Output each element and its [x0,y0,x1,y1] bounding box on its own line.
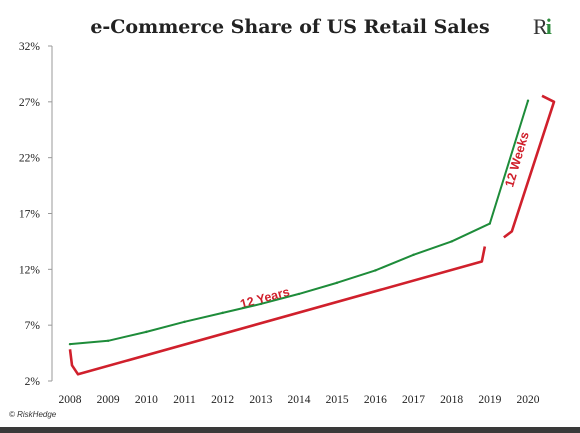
y-tick-label: 22% [19,153,41,165]
data-point [412,253,415,257]
data-point [488,222,492,225]
x-tick-label: 2008 [59,394,82,406]
x-tick-label: 2018 [440,394,463,406]
y-tick-label: 17% [19,209,41,221]
x-tick-label: 2013 [249,394,272,406]
bottom-bar [0,427,580,433]
x-tick-label: 2011 [173,394,196,406]
logo-accent: i [545,14,552,39]
y-tick-label: 27% [19,97,41,109]
x-tick-label: 2010 [135,394,158,406]
x-tick-label: 2017 [402,394,425,406]
data-point [145,330,148,334]
x-tick-label: 2015 [326,394,349,406]
x-tick-label: 2009 [97,394,120,406]
y-tick-label: 12% [19,264,41,276]
series-line [69,100,529,346]
annotation-bracket [68,246,487,376]
data-point [106,339,110,342]
y-tick-label: 7% [25,320,41,332]
data-point [335,281,339,284]
x-tick-label: 2020 [517,394,540,406]
riskhedge-logo: Ri [533,14,552,40]
x-tick-label: 2012 [211,394,234,406]
data-point [297,292,301,296]
axes: 2% 7% 12% 17% 22% 27% 32% 2008 2009 2010 2011 2012 2… [19,41,540,406]
data-point [450,240,453,243]
logo-letter: R [533,14,548,39]
annotation-bracket [503,94,556,239]
y-tick-label: 32% [19,41,41,53]
x-tick-label: 2016 [364,394,387,406]
data-point [183,320,186,324]
data-point [221,311,224,315]
source-note: © RiskHedge [9,410,57,419]
data-point [374,269,377,272]
data-point [68,342,72,346]
chart-title: e-Commerce Share of US Retail Sales [90,16,490,38]
y-tick-label: 2% [25,376,41,388]
data-point [259,302,263,306]
series-layer [68,99,530,346]
x-tick-label: 2014 [288,394,311,406]
data-point [526,99,530,102]
x-tick-label: 2019 [478,394,501,406]
